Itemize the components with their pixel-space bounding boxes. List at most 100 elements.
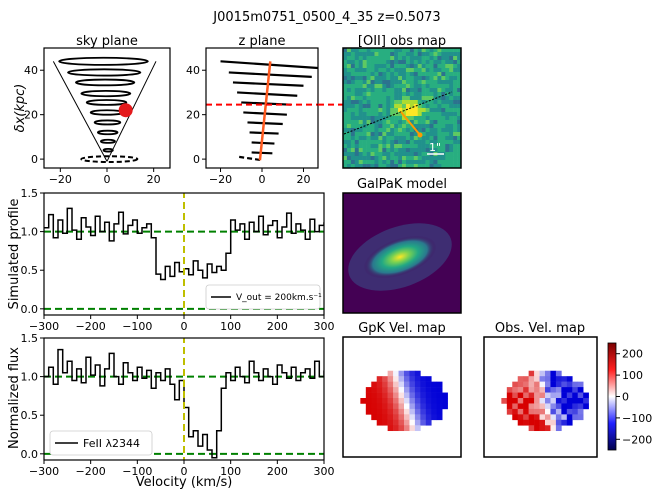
gpk-vel-pixel bbox=[376, 387, 383, 393]
obs-map-pixel bbox=[366, 88, 371, 93]
obs-map-pixel bbox=[453, 164, 458, 169]
obs-map-pixel bbox=[362, 96, 367, 101]
obs-map-pixel bbox=[453, 100, 458, 105]
obs-map-pixel bbox=[445, 100, 450, 105]
obs-vel-pixel bbox=[517, 414, 524, 421]
obs-map-pixel bbox=[433, 80, 438, 85]
obs-map-pixel bbox=[343, 60, 348, 65]
obs-map-pixel bbox=[343, 48, 348, 53]
obs-map-pixel bbox=[402, 112, 407, 117]
obs-map-pixel bbox=[402, 84, 407, 89]
obs-map-pixel bbox=[343, 96, 348, 101]
obs-map-pixel bbox=[398, 160, 403, 165]
obs-map-pixel bbox=[378, 124, 383, 129]
obs-map-pixel bbox=[374, 124, 379, 129]
obs-map-pixel bbox=[378, 120, 383, 125]
obs-map-pixel bbox=[346, 72, 352, 77]
obs-vel-pixel bbox=[528, 392, 535, 399]
obs-map-pixel bbox=[402, 88, 407, 93]
obs-map-pixel bbox=[405, 136, 411, 141]
obs-map-pixel bbox=[398, 56, 403, 61]
gpk-vel-pixel bbox=[420, 381, 427, 388]
obs-map-pixel bbox=[457, 48, 462, 53]
obs-vel-pixel bbox=[577, 392, 584, 399]
obs-vel-pixel bbox=[555, 376, 562, 382]
obs-vel-pixel bbox=[550, 425, 557, 432]
obs-map-pixel bbox=[445, 84, 450, 89]
obs-map-pixel bbox=[421, 160, 426, 165]
obs-map-pixel bbox=[354, 64, 360, 69]
obs-vel-pixel bbox=[550, 419, 557, 426]
obs-map-pixel bbox=[441, 112, 446, 117]
obs-map-pixel bbox=[402, 140, 407, 145]
obs-map-pixel bbox=[382, 124, 387, 129]
obs-map-pixel bbox=[433, 124, 438, 129]
obs-map-pixel bbox=[398, 112, 403, 117]
obs-map-pixel bbox=[441, 120, 446, 125]
obs-map-pixel bbox=[433, 100, 438, 105]
obs-map-pixel bbox=[405, 68, 411, 73]
obs-vel-pixel bbox=[539, 414, 546, 421]
obs-map-pixel bbox=[398, 104, 403, 109]
obs-map-pixel bbox=[394, 148, 399, 153]
obs-map-pixel bbox=[433, 88, 438, 93]
zplane-xtick-label: 0 bbox=[259, 173, 266, 186]
obs-vel-pixel bbox=[572, 381, 579, 388]
obs-map-pixel bbox=[441, 60, 446, 65]
obs-map-pixel bbox=[449, 140, 454, 145]
obs-map-pixel bbox=[343, 160, 348, 165]
obs-map-pixel bbox=[374, 140, 379, 145]
obs-map-pixel bbox=[429, 156, 434, 161]
obs-map-pixel bbox=[409, 104, 415, 109]
sim-xtick-label: −300 bbox=[29, 320, 59, 333]
obs-ytick-label: 1.5 bbox=[21, 332, 39, 345]
obs-vel-pixel bbox=[517, 381, 524, 388]
obs-vel-pixel bbox=[534, 370, 540, 377]
obs-vel-pixel bbox=[539, 419, 546, 426]
obs-map-pixel bbox=[378, 128, 383, 133]
obs-map-pixel bbox=[453, 124, 458, 129]
z-plane-los-line bbox=[258, 61, 272, 161]
obs-map-pixel bbox=[421, 72, 426, 77]
obs-map-pixel bbox=[354, 116, 360, 121]
obs-map-pixel bbox=[417, 160, 422, 165]
gpk-vel-pixel bbox=[393, 370, 399, 377]
obs-map-pixel bbox=[362, 64, 367, 69]
obs-map-pixel bbox=[402, 76, 407, 81]
sim-xtick-label: −200 bbox=[76, 320, 106, 333]
obs-map-pixel bbox=[366, 152, 371, 157]
obs-map-pixel bbox=[413, 108, 419, 113]
gpk-vel-map-panel: GpK Vel. map bbox=[342, 321, 462, 458]
obs-map-pixel bbox=[421, 92, 426, 97]
obs-map-pixel bbox=[409, 164, 415, 169]
gpk-vel-pixel bbox=[376, 414, 383, 421]
obs-map-pixel bbox=[378, 152, 383, 157]
obs-map-pixel bbox=[421, 52, 426, 57]
obs-vel-pixel bbox=[506, 403, 513, 410]
colorbar-tick-label: 100 bbox=[622, 369, 643, 382]
obs-map-pixel bbox=[429, 104, 434, 109]
obs-map-pixel bbox=[366, 136, 371, 141]
obs-map-pixel bbox=[343, 124, 348, 129]
obs-map-pixel bbox=[429, 108, 434, 113]
obs-map-pixel bbox=[350, 152, 356, 157]
obs-map-pixel bbox=[370, 136, 375, 141]
obs-vel-pixel bbox=[577, 381, 584, 388]
obs-map-pixel bbox=[402, 52, 407, 57]
obs-map-pixel bbox=[346, 144, 352, 149]
obs-map-pixel bbox=[350, 156, 356, 161]
obs-map-pixel bbox=[453, 152, 458, 157]
obs-map-pixel bbox=[378, 72, 383, 77]
gpk-vel-pixel bbox=[376, 419, 383, 426]
obs-map-pixel bbox=[358, 80, 363, 85]
obs-map-pixel bbox=[390, 72, 395, 77]
obs-map-pixel bbox=[457, 68, 462, 73]
obs-vel-pixel bbox=[566, 403, 573, 410]
obs-map-pixel bbox=[390, 100, 395, 105]
obs-map-pixel bbox=[382, 120, 387, 125]
obs-map-pixel bbox=[429, 116, 434, 121]
obs-map-pixel bbox=[457, 152, 462, 157]
obs-map-pixel bbox=[402, 148, 407, 153]
obs-map-pixel bbox=[425, 84, 430, 89]
obs-map-pixel bbox=[457, 72, 462, 77]
